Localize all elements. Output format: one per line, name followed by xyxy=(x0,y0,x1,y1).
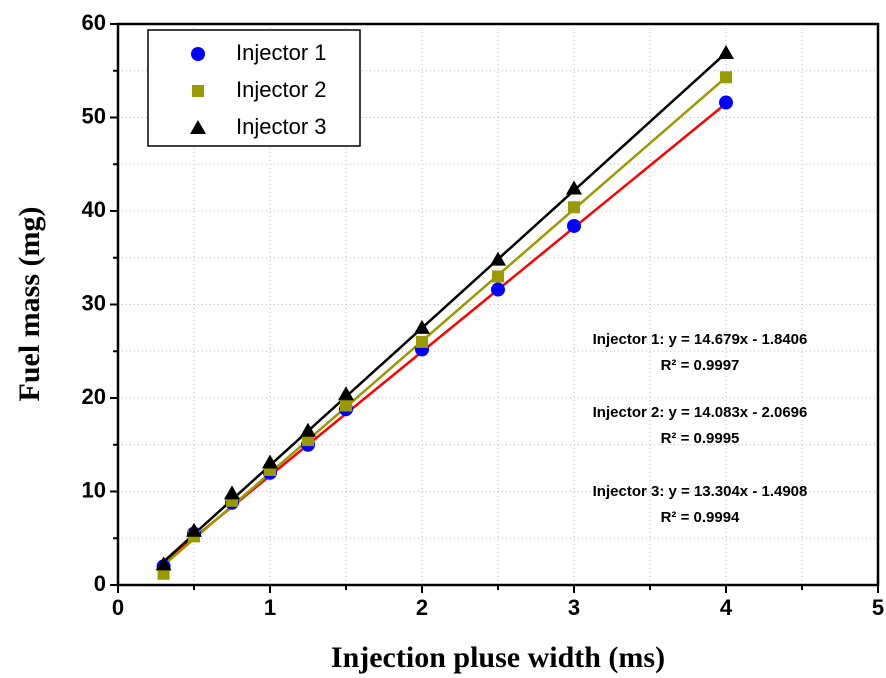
x-axis-label: Injection pluse width (ms) xyxy=(331,641,665,674)
x-tick-label: 4 xyxy=(720,595,733,620)
annotation: R² = 0.9997 xyxy=(661,357,740,374)
data-point xyxy=(568,201,580,214)
data-point xyxy=(720,71,732,84)
y-tick-label: 30 xyxy=(82,290,106,315)
data-point xyxy=(718,44,734,59)
x-tick-label: 1 xyxy=(264,595,276,620)
y-tick-label: 40 xyxy=(82,197,106,222)
data-point xyxy=(719,95,733,110)
plot-frame xyxy=(116,22,880,587)
data-point xyxy=(155,556,172,571)
annotation: Injector 1: y = 14.679x - 1.8406 xyxy=(593,331,808,348)
data-point xyxy=(338,386,354,401)
data-point xyxy=(262,454,278,469)
fit-line xyxy=(162,52,727,563)
legend-marker xyxy=(191,47,205,61)
data-point xyxy=(491,282,505,297)
fit-line xyxy=(162,102,727,564)
y-tick-label: 20 xyxy=(82,384,106,409)
data-point xyxy=(567,218,581,233)
x-tick-label: 2 xyxy=(416,595,428,620)
data-point xyxy=(566,180,582,195)
y-tick-label: 60 xyxy=(82,10,106,35)
annotation: Injector 2: y = 14.083x - 2.0696 xyxy=(593,404,808,421)
legend-marker xyxy=(190,120,206,134)
fit-line xyxy=(162,76,727,567)
legend-label: Injector 1 xyxy=(236,40,327,65)
data-point xyxy=(416,335,428,348)
y-tick-label: 10 xyxy=(82,477,106,502)
data-point xyxy=(302,434,314,447)
data-point xyxy=(300,422,316,437)
legend-label: Injector 2 xyxy=(236,77,327,102)
data-point xyxy=(414,319,430,334)
y-tick-label: 0 xyxy=(94,571,106,596)
data-point xyxy=(186,522,202,537)
data-point xyxy=(224,485,240,500)
x-tick-label: 5 xyxy=(872,595,884,620)
data-point xyxy=(157,567,170,580)
annotation: Injector 3: y = 13.304x - 1.4908 xyxy=(593,483,808,500)
data-point xyxy=(490,251,506,266)
annotation: R² = 0.9995 xyxy=(661,430,740,447)
legend-marker xyxy=(192,85,204,97)
data-point xyxy=(492,270,504,283)
legend-box xyxy=(147,29,361,147)
data-point xyxy=(340,399,352,412)
annotation: R² = 0.9994 xyxy=(661,509,740,526)
y-axis-label: Fuel mass (mg) xyxy=(13,207,46,402)
y-tick-label: 50 xyxy=(82,103,106,128)
x-tick-label: 0 xyxy=(112,595,124,620)
legend-label: Injector 3 xyxy=(236,114,327,139)
x-tick-label: 3 xyxy=(568,595,580,620)
